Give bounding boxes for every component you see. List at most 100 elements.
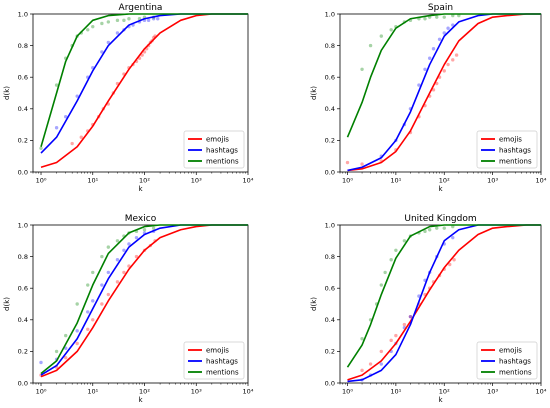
data-point-mentions — [379, 34, 384, 38]
data-point-hashtags — [423, 67, 427, 72]
x-axis-label: k — [138, 185, 143, 193]
data-point-hashtags — [437, 37, 442, 41]
legend-label-emojis: emojis — [206, 136, 229, 144]
data-point-hashtags — [122, 248, 126, 252]
y-tick-label: 0.0 — [325, 379, 335, 387]
y-tick-label: 0.8 — [18, 42, 28, 50]
x-tick-label: 10¹ — [390, 388, 401, 396]
data-point-emojis — [360, 368, 364, 373]
x-tick-label: 10² — [439, 388, 450, 396]
y-tick-label: 0.6 — [325, 285, 335, 293]
y-tick-label: 0.0 — [18, 168, 28, 176]
data-point-emojis — [127, 264, 131, 268]
x-tick-label: 10² — [139, 177, 150, 185]
data-point-mentions — [360, 67, 364, 72]
legend-label-emojis: emojis — [206, 347, 229, 355]
data-point-mentions — [64, 333, 68, 338]
data-point-mentions — [394, 248, 398, 252]
data-point-mentions — [106, 245, 111, 249]
x-tick-label: 10³ — [487, 388, 498, 396]
data-point-mentions — [442, 15, 446, 19]
x-tick-label: 10¹ — [390, 177, 401, 185]
y-tick-label: 0.8 — [18, 253, 28, 261]
data-point-hashtags — [127, 242, 131, 246]
data-point-hashtags — [156, 17, 160, 21]
data-point-hashtags — [417, 83, 421, 87]
data-point-mentions — [383, 270, 387, 275]
data-point-hashtags — [431, 47, 436, 51]
data-point-emojis — [115, 280, 120, 284]
data-point-mentions — [142, 228, 147, 232]
data-point-hashtags — [379, 362, 384, 366]
legend-label-mentions: mentions — [499, 158, 532, 166]
legend-label-mentions: mentions — [206, 158, 239, 166]
legend-label-hashtags: hashtags — [206, 358, 238, 366]
x-tick-label: 10⁰ — [342, 177, 353, 185]
y-tick-label: 0.2 — [325, 348, 335, 356]
fit-curve-emojis — [347, 224, 541, 381]
fit-curve-mentions — [40, 224, 248, 375]
x-tick-label: 10⁴ — [536, 177, 547, 185]
legend-label-hashtags: hashtags — [499, 358, 531, 366]
x-axis-label: k — [438, 185, 443, 193]
legend-box — [476, 130, 538, 169]
data-point-mentions — [442, 226, 446, 230]
data-point-hashtags — [100, 50, 104, 54]
fit-curve-mentions — [346, 13, 541, 138]
y-axis-label: d(k) — [310, 297, 318, 311]
data-point-mentions — [379, 283, 384, 287]
y-tick-label: 0.0 — [18, 379, 28, 387]
chart-title: Argentina — [119, 3, 163, 13]
y-axis-label: d(k) — [3, 86, 11, 100]
data-point-mentions — [368, 43, 373, 48]
y-tick-label: 0.4 — [18, 316, 28, 324]
y-tick-label: 1.0 — [18, 10, 28, 18]
y-tick-label: 0.8 — [325, 42, 335, 50]
y-tick-label: 0.4 — [325, 105, 335, 113]
axes-frame — [32, 224, 249, 384]
data-point-mentions — [360, 337, 364, 341]
data-point-emojis — [345, 160, 350, 165]
y-tick-label: 0.6 — [18, 74, 28, 82]
x-axis-label: k — [138, 396, 143, 404]
data-point-mentions — [54, 83, 59, 87]
data-point-emojis — [448, 262, 452, 267]
legend-label-emojis: emojis — [499, 347, 522, 355]
data-point-emojis — [454, 53, 459, 57]
subplot-2: 0.0 0.2 0.4 0.6 0.8 1.0 10⁰ 10¹ 10² 10³ 10⁴ Mexico k… — [3, 214, 254, 404]
data-point-emojis — [408, 314, 413, 319]
data-point-mentions — [427, 228, 432, 232]
data-point-emojis — [100, 302, 104, 306]
fit-curve-mentions — [40, 13, 248, 147]
data-point-emojis — [70, 141, 74, 146]
data-point-emojis — [446, 62, 450, 67]
y-tick-label: 0.4 — [325, 316, 335, 324]
fit-curve-mentions — [346, 224, 541, 368]
data-point-hashtags — [134, 235, 139, 240]
data-point-hashtags — [54, 126, 59, 130]
x-tick-label: 10¹ — [87, 177, 98, 185]
data-point-emojis — [394, 333, 398, 338]
data-point-mentions — [122, 18, 126, 23]
data-point-hashtags — [75, 329, 79, 333]
legend-box — [183, 130, 245, 169]
chart-title: Mexico — [125, 214, 157, 224]
x-tick-label: 10⁰ — [36, 177, 47, 185]
data-point-emojis — [368, 362, 373, 366]
data-point-mentions — [106, 20, 111, 24]
data-point-hashtags — [64, 346, 68, 350]
data-point-mentions — [435, 226, 439, 230]
legend-box — [183, 341, 245, 380]
data-point-emojis — [64, 356, 68, 360]
data-point-emojis — [451, 58, 455, 62]
data-point-hashtags — [151, 17, 156, 21]
y-tick-label: 1.0 — [325, 221, 335, 229]
data-point-mentions — [75, 302, 79, 306]
data-point-mentions — [389, 258, 393, 262]
legend: emojis hashtags mentions — [183, 130, 245, 169]
data-point-emojis — [442, 69, 446, 73]
data-point-emojis — [431, 88, 436, 92]
data-point-mentions — [115, 239, 120, 243]
data-point-mentions — [151, 226, 156, 230]
